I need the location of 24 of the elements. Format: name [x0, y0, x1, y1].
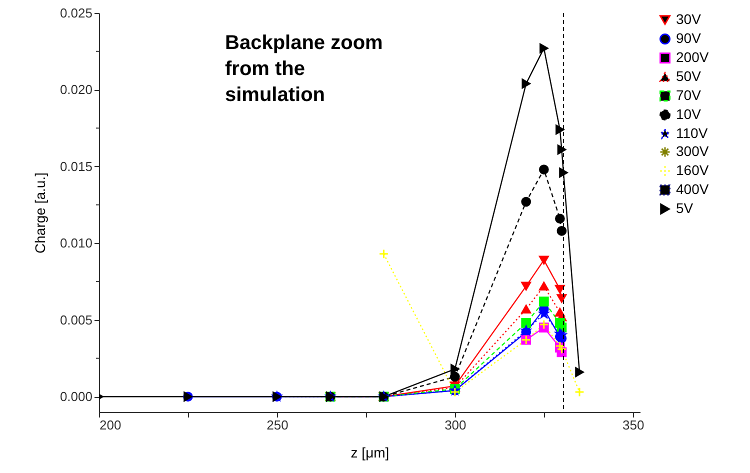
y-tick-label: 0.015 [60, 158, 92, 174]
x-axis-title: z [μm] [350, 444, 390, 460]
legend-label: 110V [676, 125, 708, 141]
x-tick-label: 200 [100, 418, 122, 432]
annotation: Backplane zoom from the simulation [225, 32, 383, 106]
y-tick-label: 0.005 [60, 312, 92, 328]
x-tick-label: 300 [444, 418, 466, 432]
legend-label: 400V [676, 181, 710, 197]
legend-label: 30V [676, 11, 702, 27]
legend-label: 70V [676, 87, 702, 103]
y-tick-label: 0.010 [60, 236, 92, 251]
legend-label: 300V [676, 143, 710, 159]
x-tick-label: 250 [266, 418, 288, 432]
y-axis-title: Charge [a.u.] [32, 172, 48, 254]
legend-label: 10V [676, 106, 702, 122]
y-tick-label: 0.025 [60, 6, 92, 20]
legend-label: 90V [676, 30, 702, 46]
legend-label: 160V [676, 162, 710, 178]
x-tick-label: 350 [622, 418, 644, 432]
y-tick-label: 0.000 [60, 389, 92, 404]
legend-label: 5V [676, 200, 694, 216]
legend-label: 50V [676, 68, 702, 84]
y-tick-label: 0.020 [60, 82, 92, 98]
legend-label: 200V [676, 49, 710, 65]
